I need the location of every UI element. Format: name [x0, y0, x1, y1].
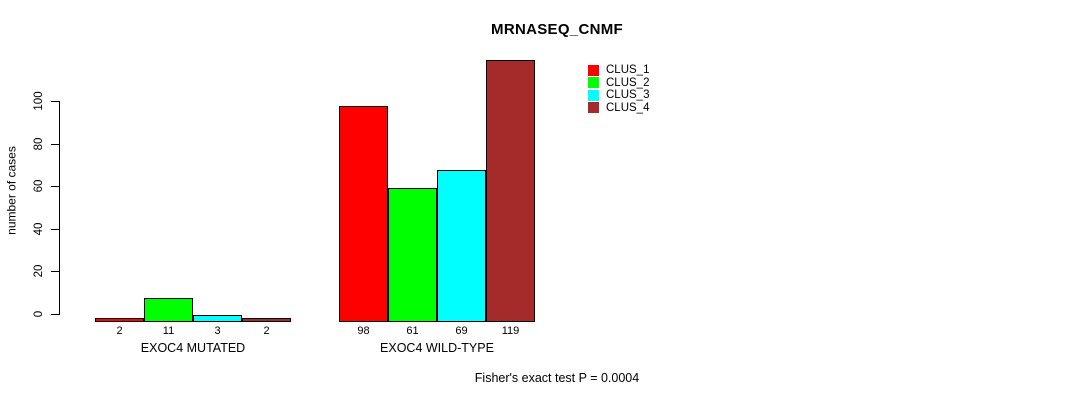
- legend-item-label: CLUS_4: [606, 101, 650, 114]
- y-axis-title: number of cases: [4, 146, 19, 235]
- y-axis-tick-label: 0: [33, 310, 45, 318]
- legend-item-clus-4: CLUS_4: [588, 102, 649, 115]
- bar-value-label: 69: [455, 325, 468, 337]
- y-axis-tick: [51, 186, 59, 187]
- legend-color-swatch: [588, 64, 599, 76]
- y-axis-tick: [51, 144, 59, 145]
- legend-item-label: CLUS_1: [606, 64, 650, 77]
- bar-clus-1-exoc4-mutated: [95, 318, 144, 322]
- y-axis-tick: [51, 101, 59, 102]
- category-label-exoc4-wild-type: EXOC4 WILD-TYPE: [380, 341, 494, 355]
- y-axis-tick-label: 20: [33, 264, 45, 278]
- bar-value-label: 61: [406, 325, 419, 337]
- bar-clus-2-exoc4-mutated: [144, 298, 193, 322]
- bar-value-label: 2: [263, 325, 270, 337]
- bar-clus-4-exoc4-mutated: [242, 318, 291, 322]
- legend-item-clus-2: CLUS_2: [588, 77, 649, 90]
- chart-title: MRNASEQ_CNMF: [491, 21, 623, 38]
- bar-value-label: 119: [501, 325, 520, 337]
- y-axis-tick-label: 60: [33, 179, 45, 193]
- legend-item-label: CLUS_3: [606, 89, 650, 102]
- y-axis-tick: [51, 229, 59, 230]
- y-axis-tick: [51, 271, 59, 272]
- legend-color-swatch: [588, 89, 599, 101]
- y-axis-tick-label: 40: [33, 222, 45, 236]
- bar-clus-3-exoc4-wild-type: [437, 170, 486, 322]
- y-axis-tick: [51, 314, 59, 315]
- legend-item-clus-1: CLUS_1: [588, 64, 649, 77]
- bar-clus-1-exoc4-wild-type: [339, 106, 388, 322]
- y-axis-line: [59, 101, 60, 315]
- bar-clus-2-exoc4-wild-type: [388, 188, 437, 322]
- bar-value-label: 3: [214, 325, 221, 337]
- legend-item-clus-3: CLUS_3: [588, 89, 649, 102]
- bar-clus-4-exoc4-wild-type: [486, 60, 535, 322]
- legend-color-swatch: [588, 77, 599, 89]
- category-label-exoc4-mutated: EXOC4 MUTATED: [140, 341, 246, 355]
- bar-value-label: 98: [357, 325, 370, 337]
- legend-color-swatch: [588, 102, 599, 114]
- bar-value-label: 11: [162, 325, 175, 337]
- y-axis-tick-label: 100: [33, 91, 45, 111]
- bar-value-label: 2: [116, 325, 123, 337]
- y-axis-tick-label: 80: [33, 137, 45, 151]
- legend-item-label: CLUS_2: [606, 76, 650, 89]
- caption-pvalue: Fisher's exact test P = 0.0004: [474, 371, 640, 385]
- legend: CLUS_1 CLUS_2 CLUS_3 CLUS_4: [588, 64, 649, 114]
- bar-clus-3-exoc4-mutated: [193, 315, 242, 322]
